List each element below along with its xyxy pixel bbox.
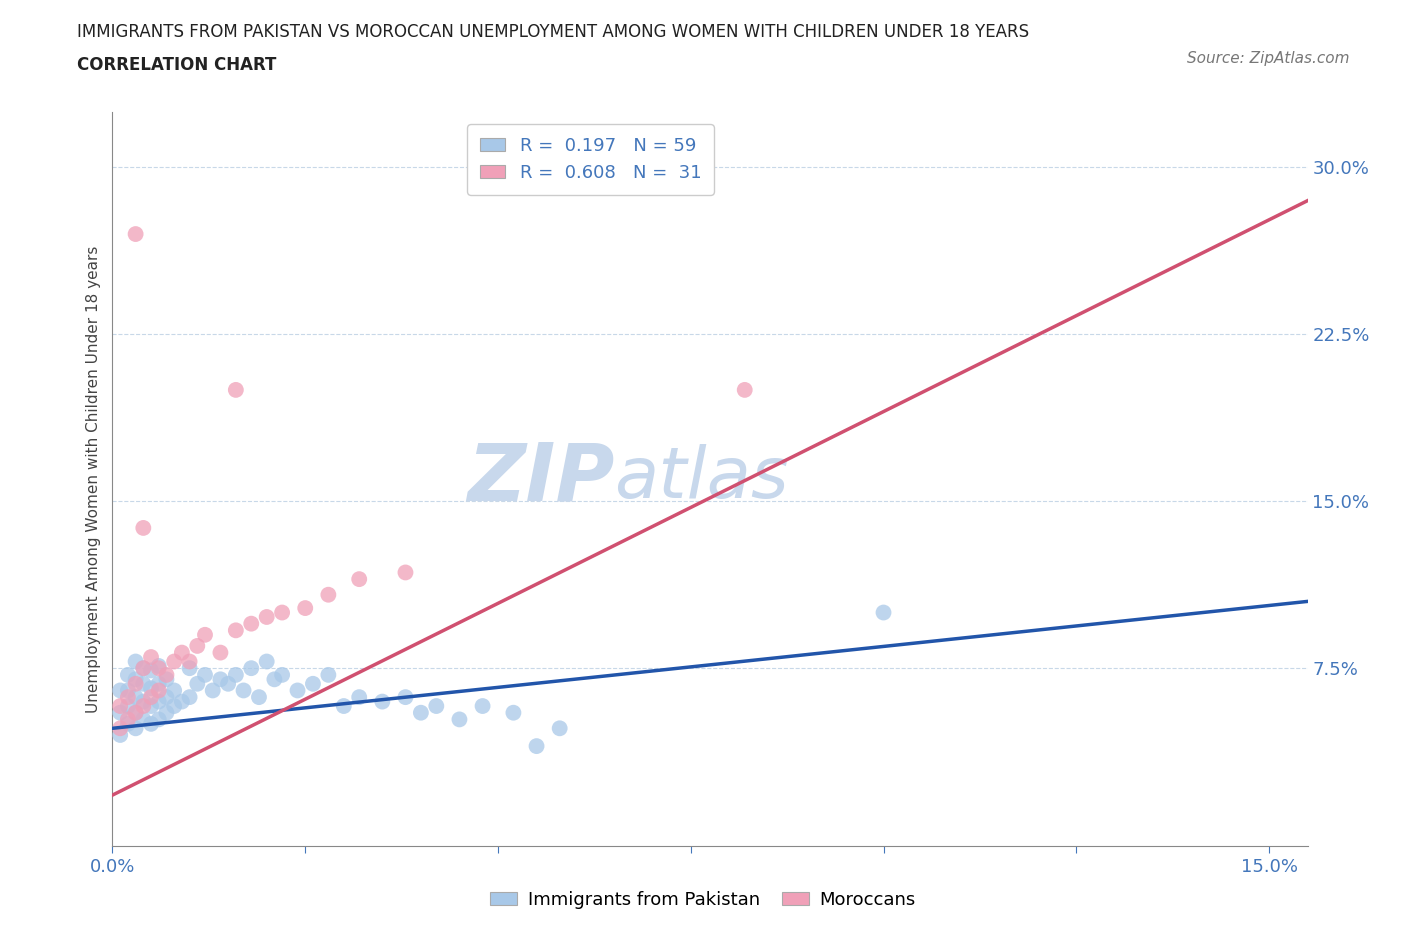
Point <box>449 712 471 727</box>
Point <box>179 690 201 705</box>
Point <box>155 690 177 705</box>
Point <box>124 721 146 736</box>
Point <box>240 660 263 675</box>
Text: IMMIGRANTS FROM PAKISTAN VS MOROCCAN UNEMPLOYMENT AMONG WOMEN WITH CHILDREN UNDE: IMMIGRANTS FROM PAKISTAN VS MOROCCAN UNE… <box>77 23 1029 41</box>
Point <box>271 605 294 620</box>
Point <box>256 654 278 669</box>
Legend: Immigrants from Pakistan, Moroccans: Immigrants from Pakistan, Moroccans <box>482 884 924 916</box>
Point <box>163 683 186 698</box>
Point <box>117 668 139 683</box>
Point <box>108 698 131 713</box>
Point <box>148 683 170 698</box>
Point <box>108 721 131 736</box>
Point <box>318 668 340 683</box>
Point <box>170 645 193 660</box>
Point <box>139 681 162 696</box>
Point <box>194 628 217 643</box>
Point <box>155 668 177 683</box>
Point <box>347 572 370 587</box>
Point <box>108 683 131 698</box>
Point <box>148 694 170 709</box>
Point <box>201 683 224 698</box>
Point <box>117 716 139 731</box>
Point <box>117 683 139 698</box>
Point <box>225 668 247 683</box>
Point <box>179 660 201 675</box>
Point <box>217 676 239 691</box>
Point <box>240 617 263 631</box>
Point <box>371 694 394 709</box>
Point <box>471 698 494 713</box>
Point <box>139 663 162 678</box>
Point <box>302 676 325 691</box>
Point <box>209 671 232 686</box>
Point <box>139 716 162 731</box>
Point <box>124 705 146 720</box>
Point <box>347 690 370 705</box>
Point <box>148 658 170 673</box>
Point <box>124 705 146 720</box>
Point <box>287 683 309 698</box>
Point <box>548 721 571 736</box>
Point <box>117 712 139 727</box>
Legend: R =  0.197   N = 59, R =  0.608   N =  31: R = 0.197 N = 59, R = 0.608 N = 31 <box>467 125 714 194</box>
Point <box>148 676 170 691</box>
Point <box>333 698 356 713</box>
Point <box>294 601 316 616</box>
Point <box>209 645 232 660</box>
Point <box>108 727 131 742</box>
Point <box>117 698 139 713</box>
Point <box>117 690 139 705</box>
Point <box>256 609 278 624</box>
Point <box>194 668 217 683</box>
Point <box>425 698 447 713</box>
Point <box>179 654 201 669</box>
Point <box>148 712 170 727</box>
Point <box>124 676 146 691</box>
Point <box>409 705 432 720</box>
Text: atlas: atlas <box>614 445 789 513</box>
Point <box>132 676 155 691</box>
Point <box>526 738 548 753</box>
Point <box>170 694 193 709</box>
Point <box>394 690 416 705</box>
Point <box>132 698 155 713</box>
Point <box>124 671 146 686</box>
Point <box>318 587 340 602</box>
Point <box>155 671 177 686</box>
Text: CORRELATION CHART: CORRELATION CHART <box>77 56 277 73</box>
Point <box>163 698 186 713</box>
Point <box>394 565 416 580</box>
Text: Source: ZipAtlas.com: Source: ZipAtlas.com <box>1187 51 1350 66</box>
Point <box>132 694 155 709</box>
Point <box>139 690 162 705</box>
Point <box>132 712 155 727</box>
Point <box>232 683 254 698</box>
Point <box>124 654 146 669</box>
Point <box>263 671 285 686</box>
Point <box>124 227 146 242</box>
Point <box>225 382 247 397</box>
Point <box>108 705 131 720</box>
Point <box>132 521 155 536</box>
Point <box>139 650 162 665</box>
Y-axis label: Unemployment Among Women with Children Under 18 years: Unemployment Among Women with Children U… <box>86 246 101 712</box>
Point <box>247 690 270 705</box>
Text: ZIP: ZIP <box>467 440 614 518</box>
Point <box>163 654 186 669</box>
Point <box>186 639 208 654</box>
Point <box>872 605 894 620</box>
Point <box>271 668 294 683</box>
Point <box>502 705 524 720</box>
Point <box>734 382 756 397</box>
Point <box>132 660 155 675</box>
Point <box>155 705 177 720</box>
Point <box>139 698 162 713</box>
Point <box>132 660 155 675</box>
Point <box>186 676 208 691</box>
Point <box>124 690 146 705</box>
Point <box>225 623 247 638</box>
Point <box>148 660 170 675</box>
